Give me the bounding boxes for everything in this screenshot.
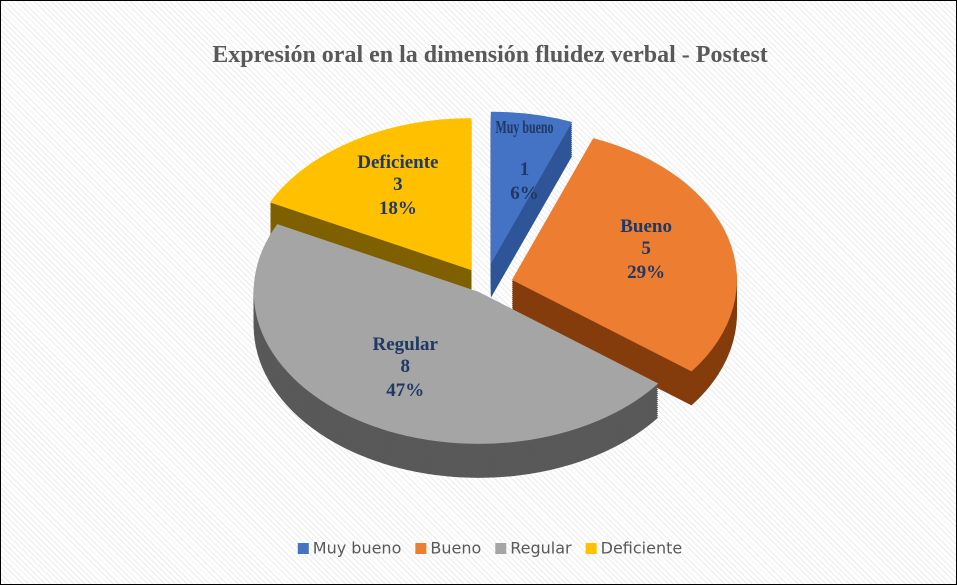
legend-swatch — [415, 543, 427, 554]
data-label-name: Deficiente — [357, 152, 438, 173]
chart-title: Expresión oral en la dimensión fluidez v… — [212, 42, 768, 68]
slice — [269, 118, 472, 271]
legend-item: Bueno — [415, 539, 481, 558]
legend-label: Muy bueno — [313, 539, 402, 558]
data-label-value: 3 — [393, 174, 403, 195]
slice — [253, 224, 659, 444]
legend-label: Regular — [510, 539, 572, 558]
data-label-name: Muy bueno — [496, 117, 554, 137]
data-label-value: 5 — [641, 238, 651, 259]
slice — [511, 138, 737, 372]
legend-swatch — [495, 543, 507, 554]
data-label-name: Regular — [373, 334, 439, 355]
legend-label: Deficiente — [601, 539, 683, 558]
slice — [490, 111, 573, 264]
legend-swatch — [297, 543, 309, 554]
legend-item: Regular — [495, 539, 572, 558]
data-label-percent: 18% — [379, 198, 417, 219]
legend-item: Muy bueno — [297, 539, 402, 558]
data-label-percent: 47% — [386, 380, 424, 401]
data-label-percent: 6% — [510, 183, 539, 204]
legend-item: Deficiente — [585, 539, 683, 558]
data-label-value: 1 — [520, 159, 530, 180]
legend-swatch — [585, 543, 597, 554]
data-label-percent: 29% — [627, 262, 665, 283]
data-label-name: Bueno — [620, 216, 672, 237]
legend-label: Bueno — [430, 539, 481, 558]
data-label-value: 8 — [400, 356, 410, 377]
